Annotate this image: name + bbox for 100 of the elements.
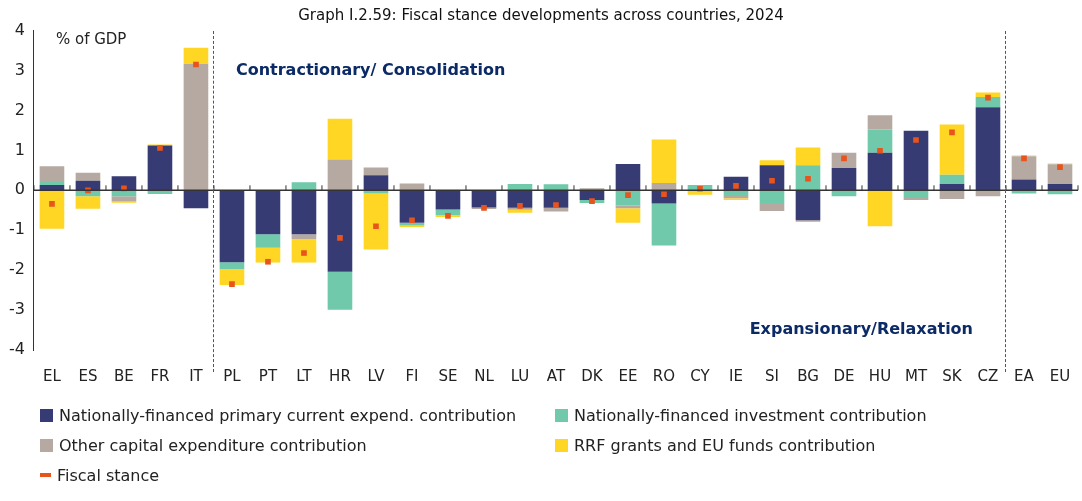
bar xyxy=(759,165,785,191)
y-tick-label: 3 xyxy=(14,59,25,79)
point xyxy=(121,185,127,192)
bar xyxy=(651,183,677,191)
point xyxy=(949,129,955,136)
x-tick-label: IE xyxy=(729,366,743,385)
y-tick-label: 1 xyxy=(14,139,25,159)
bar xyxy=(363,167,389,176)
point xyxy=(733,183,739,189)
bar xyxy=(183,63,209,191)
bar xyxy=(795,190,821,221)
point xyxy=(373,223,379,230)
bar xyxy=(291,234,317,240)
bar xyxy=(291,239,317,263)
point xyxy=(517,203,523,209)
bar xyxy=(399,190,425,223)
bar xyxy=(111,196,137,202)
bar xyxy=(291,190,317,235)
legend-label: Nationally-financed investment contribution xyxy=(574,405,927,425)
point xyxy=(409,217,415,224)
bar xyxy=(507,183,533,191)
bar xyxy=(255,247,281,263)
bar xyxy=(327,159,353,191)
y-axis-title: % of GDP xyxy=(55,29,127,48)
x-tick-label: EL xyxy=(43,366,62,385)
x-tick-label: EA xyxy=(1014,366,1035,385)
x-tick-label: CZ xyxy=(977,366,999,385)
bar xyxy=(147,145,173,191)
x-tick-label: SK xyxy=(942,366,963,385)
bar xyxy=(39,181,65,186)
x-tick-label: RO xyxy=(652,366,676,385)
bar xyxy=(795,165,821,191)
y-tick-label: -3 xyxy=(9,299,25,319)
bar xyxy=(39,166,65,182)
x-tick-label: DK xyxy=(581,366,604,385)
y-tick-label: 4 xyxy=(14,19,25,39)
point xyxy=(85,187,91,194)
bar xyxy=(291,182,317,191)
point xyxy=(157,145,163,151)
y-tick-label: 0 xyxy=(14,179,25,199)
point xyxy=(877,147,883,154)
point xyxy=(589,198,595,204)
bar xyxy=(759,160,785,166)
bar xyxy=(939,124,965,175)
point xyxy=(625,192,631,198)
y-tick-label: -2 xyxy=(9,259,25,279)
point xyxy=(445,213,451,219)
x-tick-label: EE xyxy=(618,366,638,385)
bar xyxy=(939,183,965,191)
point xyxy=(49,201,55,207)
bar xyxy=(543,184,569,191)
x-tick-label: EU xyxy=(1049,366,1071,385)
bar xyxy=(1011,156,1037,180)
x-tick-label: BE xyxy=(114,366,134,385)
bar xyxy=(795,147,821,166)
annotation: Expansionary/Relaxation xyxy=(749,319,973,339)
point xyxy=(985,94,991,101)
bar xyxy=(759,203,785,212)
point xyxy=(229,281,235,287)
x-tick-label: CY xyxy=(690,366,711,385)
x-tick-label: LU xyxy=(510,366,530,385)
bar xyxy=(39,185,65,191)
bar xyxy=(255,190,281,235)
x-tick-label: ES xyxy=(78,366,98,385)
bar xyxy=(183,47,209,64)
bar xyxy=(219,190,245,263)
y-tick-label: -1 xyxy=(9,219,25,239)
point xyxy=(265,258,271,265)
bar xyxy=(363,175,389,191)
point xyxy=(913,137,919,143)
x-tick-label: NL xyxy=(474,366,495,385)
point xyxy=(337,234,343,241)
y-tick-label: -4 xyxy=(9,339,25,359)
bar xyxy=(327,271,353,310)
bar xyxy=(327,190,353,272)
bar xyxy=(363,193,389,250)
legend-label: Other capital expenditure contribution xyxy=(59,435,367,455)
bar xyxy=(831,167,857,191)
bar xyxy=(867,152,893,191)
bar xyxy=(435,209,461,216)
bar xyxy=(867,190,893,227)
point xyxy=(697,185,703,192)
bar xyxy=(183,190,209,209)
point xyxy=(1057,164,1063,170)
legend-label: Fiscal stance xyxy=(57,465,160,485)
annotation: Contractionary/ Consolidation xyxy=(235,59,506,79)
point xyxy=(1021,155,1027,162)
x-tick-label: PL xyxy=(223,366,242,385)
x-tick-label: HR xyxy=(329,366,351,385)
bar xyxy=(75,172,101,181)
bar xyxy=(615,208,641,223)
bar xyxy=(435,190,461,210)
chart-title: Graph I.2.59: Fiscal stance developments across countries, 2024 xyxy=(298,6,784,24)
bar xyxy=(39,190,65,229)
bar xyxy=(219,262,245,270)
bar xyxy=(219,269,245,285)
x-tick-label: LT xyxy=(296,366,313,385)
bar xyxy=(615,205,641,209)
bar xyxy=(651,139,677,184)
bar xyxy=(903,130,929,191)
